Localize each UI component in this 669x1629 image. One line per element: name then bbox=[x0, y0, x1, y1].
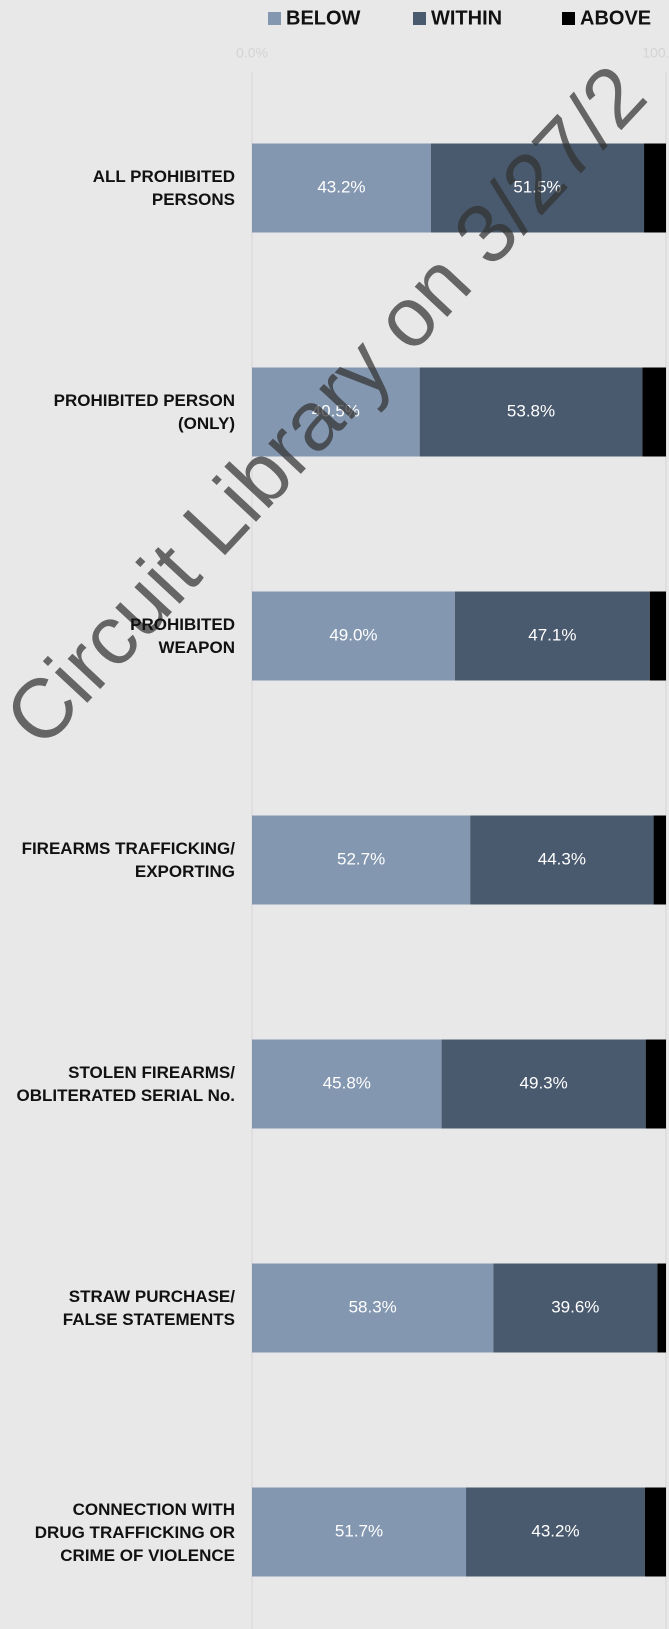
bar-segment bbox=[644, 143, 666, 233]
value-label: 51.5% bbox=[513, 177, 561, 196]
bar-segment bbox=[252, 591, 455, 681]
legend-label: BELOW bbox=[286, 7, 361, 29]
bar-segment bbox=[470, 815, 654, 905]
bar-segment bbox=[441, 1039, 646, 1129]
bar-segment bbox=[252, 1039, 442, 1129]
value-label: 40.5% bbox=[312, 401, 360, 420]
category-label: PROHIBITED PERSON (ONLY) bbox=[53, 391, 235, 433]
value-label: 49.0% bbox=[329, 625, 377, 644]
bar-segment bbox=[493, 1263, 658, 1353]
value-label: 47.1% bbox=[528, 625, 576, 644]
bar-segment bbox=[642, 367, 666, 457]
bar-segment bbox=[454, 591, 650, 681]
legend-swatch bbox=[413, 12, 426, 25]
x-tick-label: 0.0% bbox=[236, 45, 268, 61]
value-label: 44.3% bbox=[538, 849, 586, 868]
category-label: CONNECTION WITH DRUG TRAFFICKING OR CRIM… bbox=[34, 1499, 235, 1565]
value-label: 51.7% bbox=[335, 1521, 383, 1540]
legend-label: WITHIN bbox=[431, 7, 502, 29]
value-label: 58.3% bbox=[349, 1297, 397, 1316]
bar-segment bbox=[430, 143, 645, 233]
value-label: 45.8% bbox=[323, 1073, 371, 1092]
value-label: 39.6% bbox=[551, 1297, 599, 1316]
bar-segment bbox=[252, 815, 471, 905]
bar-segment bbox=[649, 591, 666, 681]
value-label: 52.7% bbox=[337, 849, 385, 868]
x-tick-label: 100.0% bbox=[642, 45, 669, 61]
category-label: PROHIBITED WEAPON bbox=[130, 615, 235, 657]
bar-segment bbox=[645, 1039, 666, 1129]
bar-segment bbox=[252, 143, 431, 233]
category-label: FIREARMS TRAFFICKING/ EXPORTING bbox=[21, 839, 235, 881]
bar-segment bbox=[419, 367, 643, 457]
bar-segment bbox=[653, 815, 666, 905]
bar-segment bbox=[252, 1487, 467, 1577]
legend-label: ABOVE bbox=[580, 7, 651, 29]
value-label: 49.3% bbox=[520, 1073, 568, 1092]
value-label: 43.2% bbox=[317, 177, 365, 196]
category-label: STOLEN FIREARMS/ OBLITERATED SERIAL No. bbox=[16, 1063, 236, 1105]
bar-segment bbox=[466, 1487, 645, 1577]
category-label: ALL PROHIBITED PERSONS bbox=[92, 167, 235, 209]
bar-segment bbox=[657, 1263, 666, 1353]
value-label: 53.8% bbox=[507, 401, 555, 420]
bar-segment bbox=[252, 1263, 494, 1353]
bar-segment bbox=[644, 1487, 666, 1577]
category-label: STRAW PURCHASE/ FALSE STATEMENTS bbox=[62, 1287, 235, 1329]
legend-swatch bbox=[268, 12, 281, 25]
value-label: 43.2% bbox=[531, 1521, 579, 1540]
legend-swatch bbox=[562, 12, 575, 25]
bar-segment bbox=[252, 367, 420, 457]
